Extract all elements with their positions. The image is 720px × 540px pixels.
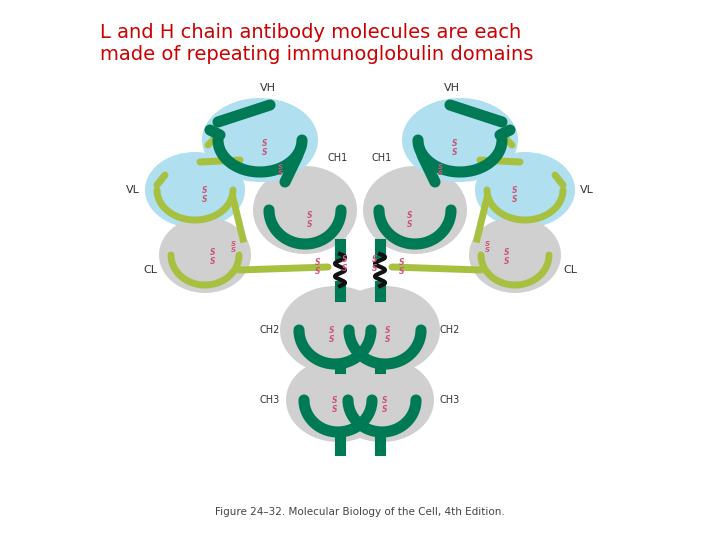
- Text: S
S: S S: [210, 248, 216, 266]
- Ellipse shape: [280, 286, 390, 374]
- Text: made of repeating immunoglobulin domains: made of repeating immunoglobulin domains: [100, 44, 534, 64]
- Text: CH3: CH3: [260, 395, 280, 405]
- Text: Figure 24–32. Molecular Biology of the Cell, 4th Edition.: Figure 24–32. Molecular Biology of the C…: [215, 507, 505, 517]
- Text: S
S: S S: [342, 255, 348, 273]
- Text: VH: VH: [260, 83, 276, 93]
- Text: VH: VH: [444, 83, 460, 93]
- Text: S
S: S S: [408, 211, 413, 228]
- Text: S
S: S S: [315, 258, 320, 275]
- Text: S
S: S S: [452, 139, 458, 157]
- Ellipse shape: [202, 98, 318, 182]
- Ellipse shape: [330, 286, 440, 374]
- Text: CL: CL: [563, 265, 577, 275]
- Ellipse shape: [402, 98, 518, 182]
- Ellipse shape: [159, 217, 251, 293]
- Ellipse shape: [286, 358, 390, 442]
- Text: S
S: S S: [438, 164, 443, 176]
- Text: CH2: CH2: [440, 325, 460, 335]
- Ellipse shape: [475, 152, 575, 228]
- Ellipse shape: [330, 358, 434, 442]
- Text: S
S: S S: [485, 241, 490, 253]
- Text: S
S: S S: [202, 186, 208, 204]
- Text: CH3: CH3: [440, 395, 460, 405]
- Text: L and H chain antibody molecules are each: L and H chain antibody molecules are eac…: [100, 23, 521, 42]
- Text: S
S: S S: [400, 258, 405, 275]
- Text: S
S: S S: [277, 164, 282, 176]
- Text: S
S: S S: [385, 326, 391, 343]
- Text: S
S: S S: [332, 396, 338, 414]
- Text: CH1: CH1: [328, 153, 348, 163]
- Text: S
S: S S: [372, 255, 378, 273]
- Text: VL: VL: [580, 185, 594, 195]
- Text: CH2: CH2: [260, 325, 280, 335]
- Text: S
S: S S: [329, 326, 335, 343]
- Ellipse shape: [363, 166, 467, 254]
- Ellipse shape: [145, 152, 245, 228]
- Text: CL: CL: [143, 265, 157, 275]
- Text: VL: VL: [126, 185, 140, 195]
- Text: CH1: CH1: [372, 153, 392, 163]
- Text: S
S: S S: [512, 186, 518, 204]
- Text: S
S: S S: [504, 248, 510, 266]
- Text: S
S: S S: [230, 241, 235, 253]
- Ellipse shape: [469, 217, 561, 293]
- Text: S
S: S S: [307, 211, 312, 228]
- Text: S
S: S S: [382, 396, 388, 414]
- Ellipse shape: [253, 166, 357, 254]
- Text: S
S: S S: [262, 139, 268, 157]
